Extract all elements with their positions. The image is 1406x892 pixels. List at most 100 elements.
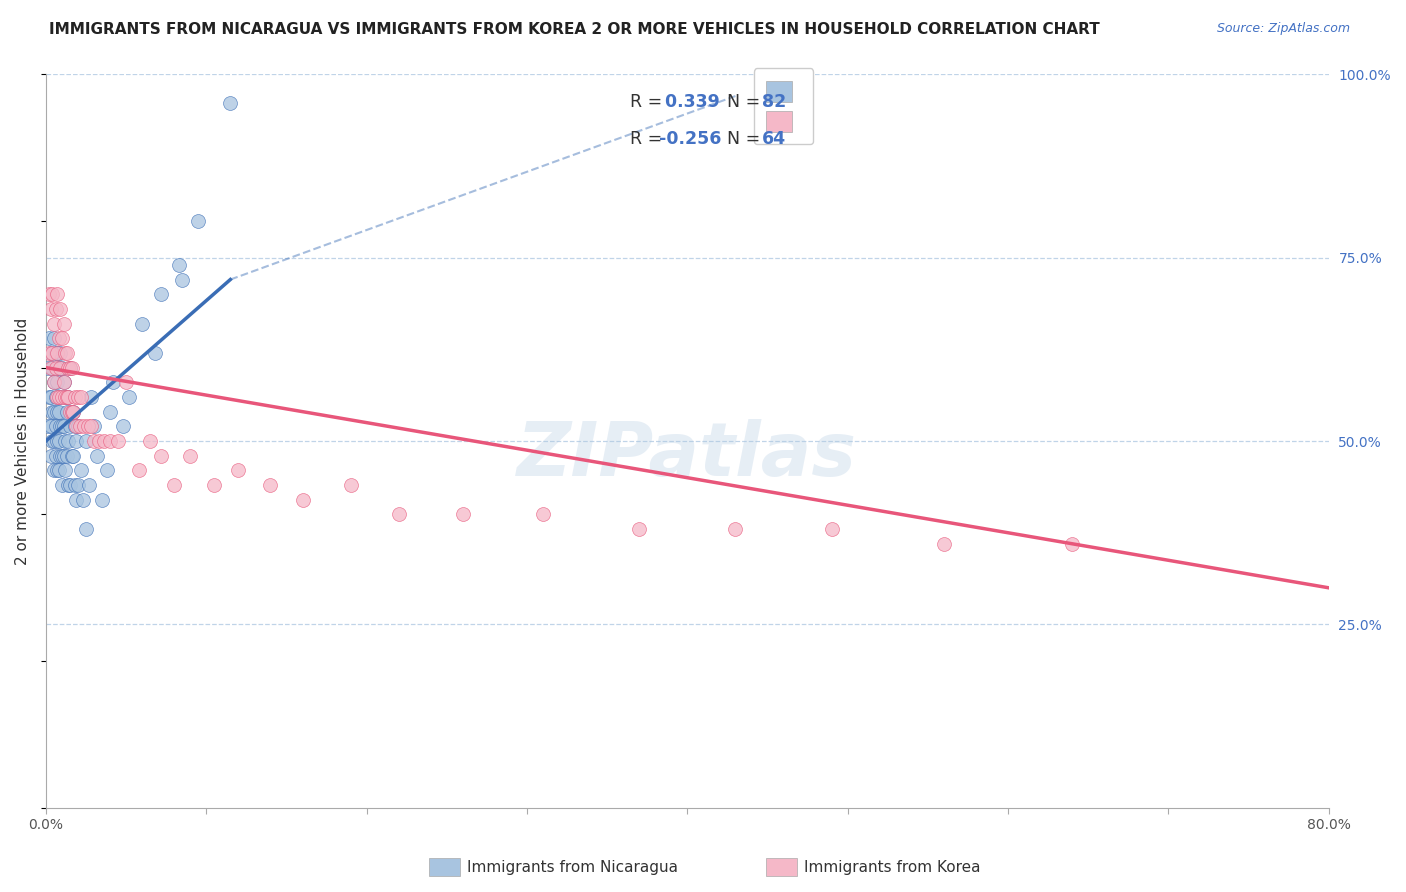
Point: [150, 287, 173, 301]
Point: [59, 478, 82, 492]
Point: [531, 508, 554, 522]
Point: [51, 449, 73, 463]
Point: [48, 360, 70, 375]
Point: [932, 537, 955, 551]
Point: [202, 478, 225, 492]
Point: [39, 301, 62, 316]
Point: [58, 360, 80, 375]
Point: [75, 434, 97, 448]
Point: [49, 360, 72, 375]
Point: [48, 434, 70, 448]
Text: Source: ZipAtlas.com: Source: ZipAtlas.com: [1216, 22, 1350, 36]
Point: [60, 404, 83, 418]
Point: [187, 214, 209, 228]
Point: [48, 390, 70, 404]
Point: [45, 390, 67, 404]
Point: [49, 419, 72, 434]
Point: [70, 390, 93, 404]
Point: [67, 390, 90, 404]
Point: [60, 449, 83, 463]
Point: [42, 376, 65, 390]
Point: [143, 346, 166, 360]
Point: [72, 492, 94, 507]
Point: [339, 478, 361, 492]
Point: [52, 449, 75, 463]
Point: [48, 331, 70, 345]
Point: [56, 404, 79, 418]
Text: Immigrants from Korea: Immigrants from Korea: [804, 860, 981, 874]
Point: [41, 346, 63, 360]
Point: [52, 317, 75, 331]
Point: [45, 449, 67, 463]
Point: [67, 478, 90, 492]
Point: [48, 463, 70, 477]
Point: [49, 449, 72, 463]
Point: [139, 434, 162, 448]
Point: [69, 419, 91, 434]
Point: [60, 360, 83, 375]
Point: [51, 478, 73, 492]
Point: [63, 478, 86, 492]
Point: [63, 390, 86, 404]
Point: [62, 449, 84, 463]
Point: [52, 376, 75, 390]
Point: [42, 331, 65, 345]
Point: [46, 346, 69, 360]
Point: [98, 434, 121, 448]
Point: [65, 492, 87, 507]
Point: [39, 449, 62, 463]
Point: [38, 346, 60, 360]
Point: [76, 419, 98, 434]
Point: [53, 390, 76, 404]
Point: [51, 390, 73, 404]
Point: [49, 390, 72, 404]
Text: N =: N =: [716, 129, 765, 148]
Point: [45, 301, 67, 316]
Text: R =: R =: [630, 129, 668, 148]
Text: 82: 82: [762, 93, 786, 111]
Point: [53, 434, 76, 448]
Point: [179, 449, 201, 463]
Text: IMMIGRANTS FROM NICARAGUA VS IMMIGRANTS FROM KOREA 2 OR MORE VEHICLES IN HOUSEHO: IMMIGRANTS FROM NICARAGUA VS IMMIGRANTS …: [49, 22, 1099, 37]
Point: [37, 360, 59, 375]
Point: [91, 492, 114, 507]
Point: [52, 376, 75, 390]
Point: [228, 463, 250, 477]
Text: ZIPatlas: ZIPatlas: [517, 419, 858, 492]
Point: [80, 390, 103, 404]
Point: [67, 419, 90, 434]
Point: [52, 419, 75, 434]
Point: [65, 434, 87, 448]
Point: [51, 419, 73, 434]
Point: [46, 376, 69, 390]
Text: Immigrants from Nicaragua: Immigrants from Nicaragua: [467, 860, 678, 874]
Point: [724, 522, 747, 536]
Point: [107, 434, 129, 448]
Point: [39, 346, 62, 360]
Point: [65, 419, 87, 434]
Point: [96, 463, 118, 477]
Point: [46, 463, 69, 477]
Point: [49, 346, 72, 360]
Point: [820, 522, 842, 536]
Point: [42, 317, 65, 331]
Point: [59, 404, 82, 418]
Text: 0.339: 0.339: [659, 93, 720, 111]
Point: [45, 419, 67, 434]
Point: [45, 346, 67, 360]
Point: [53, 463, 76, 477]
Point: [46, 434, 69, 448]
Point: [259, 478, 281, 492]
Point: [118, 390, 141, 404]
Point: [128, 463, 150, 477]
Point: [172, 272, 194, 286]
Point: [56, 449, 79, 463]
Point: [39, 390, 62, 404]
Point: [131, 317, 153, 331]
Point: [83, 434, 105, 448]
Point: [219, 96, 242, 111]
Point: [37, 419, 59, 434]
Point: [103, 376, 125, 390]
Point: [98, 404, 121, 418]
Point: [41, 360, 63, 375]
